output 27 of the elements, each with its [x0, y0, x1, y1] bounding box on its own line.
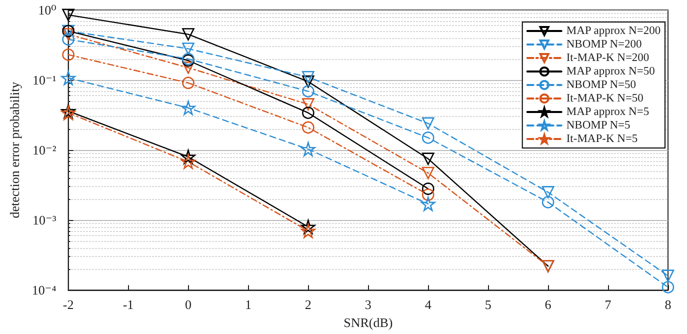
legend-label: MAP approx N=200: [566, 25, 661, 37]
x-axis-title: SNR(dB): [344, 315, 393, 330]
x-tick-label: -2: [62, 297, 74, 312]
x-tick-label: 0: [184, 297, 192, 312]
legend-label: It-MAP-K N=200: [566, 52, 650, 64]
y-tick-label: 10⁻²: [32, 142, 56, 158]
legend-label: It-MAP-K N=50: [566, 92, 644, 104]
x-tick-label: 5: [484, 297, 492, 312]
x-tick-label: 4: [424, 297, 432, 312]
x-tick-label: 8: [664, 297, 672, 312]
x-tick-label: -1: [122, 297, 134, 312]
legend-label: It-MAP-K N=5: [566, 133, 638, 145]
x-tick-label: 6: [544, 297, 552, 312]
legend-label: MAP approx N=5: [566, 106, 650, 118]
y-tick-label: 10⁻³: [32, 212, 56, 228]
legend-label: NBOMP N=5: [566, 120, 630, 132]
y-axis-title: detection error probability: [7, 81, 22, 218]
x-tick-label: 3: [364, 297, 372, 312]
y-tick-label: 10⁰: [38, 2, 56, 18]
legend-label: NBOMP N=200: [566, 38, 642, 50]
x-tick-label: 1: [244, 297, 252, 312]
legend-label: NBOMP N=50: [566, 79, 636, 91]
x-tick-label: 2: [304, 297, 312, 312]
y-tick-label: 10⁻⁴: [32, 282, 57, 298]
legend-label: MAP approx N=50: [566, 66, 656, 78]
y-tick-label: 10⁻¹: [32, 72, 56, 88]
x-tick-label: 7: [604, 297, 612, 312]
